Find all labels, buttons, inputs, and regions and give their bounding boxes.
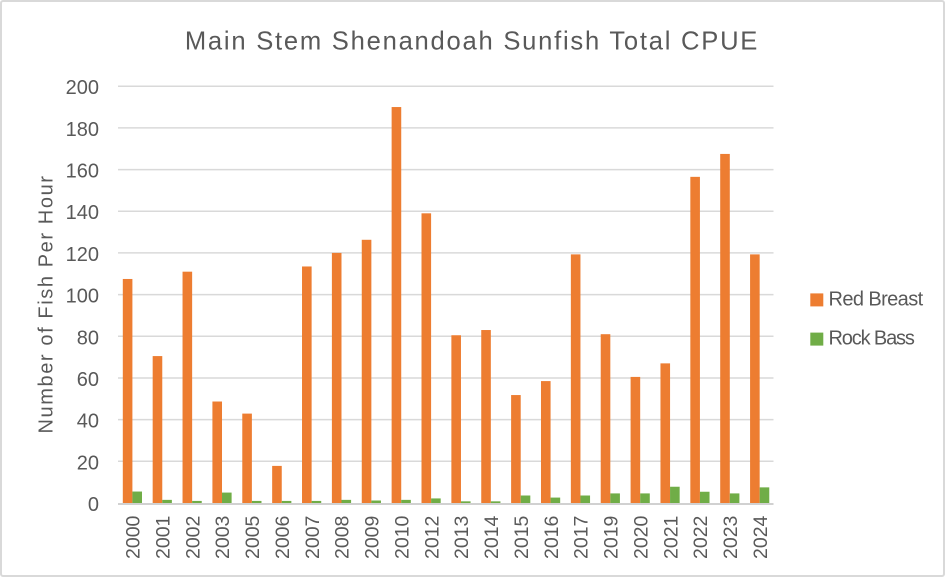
svg-text:20: 20 xyxy=(77,452,99,474)
svg-text:Rock Bass: Rock Bass xyxy=(829,328,915,350)
svg-text:140: 140 xyxy=(66,202,99,224)
svg-text:2009: 2009 xyxy=(362,516,384,559)
svg-text:2014: 2014 xyxy=(481,515,503,559)
svg-text:2017: 2017 xyxy=(571,516,593,559)
svg-text:2001: 2001 xyxy=(152,516,174,559)
svg-text:2016: 2016 xyxy=(541,516,563,559)
svg-text:2007: 2007 xyxy=(302,516,324,559)
svg-text:2006: 2006 xyxy=(272,516,294,559)
svg-text:2008: 2008 xyxy=(332,516,354,559)
svg-text:160: 160 xyxy=(66,161,99,183)
svg-text:2015: 2015 xyxy=(511,515,533,559)
svg-text:2023: 2023 xyxy=(720,516,742,559)
svg-text:Red Breast: Red Breast xyxy=(829,288,924,310)
svg-text:2002: 2002 xyxy=(182,516,204,559)
svg-text:120: 120 xyxy=(66,244,99,266)
svg-text:2022: 2022 xyxy=(690,516,712,559)
svg-text:2010: 2010 xyxy=(391,515,413,559)
svg-text:200: 200 xyxy=(66,77,99,99)
svg-text:2024: 2024 xyxy=(750,515,772,559)
svg-text:100: 100 xyxy=(66,286,99,308)
svg-text:2012: 2012 xyxy=(421,516,443,559)
svg-text:80: 80 xyxy=(77,327,99,349)
svg-text:2019: 2019 xyxy=(601,516,623,559)
svg-text:2005: 2005 xyxy=(242,515,264,559)
svg-text:180: 180 xyxy=(66,119,99,141)
svg-text:Main Stem Shenandoah Sunfish T: Main Stem Shenandoah Sunfish Total CPUE xyxy=(185,27,759,55)
svg-text:Number of Fish Per Hour: Number of Fish Per Hour xyxy=(36,174,58,433)
svg-text:40: 40 xyxy=(77,411,99,433)
svg-text:2020: 2020 xyxy=(630,515,652,559)
svg-text:2000: 2000 xyxy=(123,515,145,559)
svg-text:2021: 2021 xyxy=(660,516,682,559)
svg-text:2013: 2013 xyxy=(451,516,473,559)
svg-text:2003: 2003 xyxy=(212,516,234,559)
svg-text:60: 60 xyxy=(77,369,99,391)
svg-text:0: 0 xyxy=(88,494,99,516)
